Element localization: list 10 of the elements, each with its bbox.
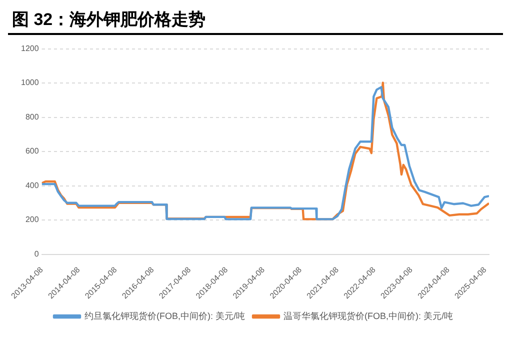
y-tick-label: 1000 xyxy=(21,78,40,88)
y-tick-label: 200 xyxy=(25,215,40,224)
legend-label: 约旦氯化钾现货价(FOB,中间价): 美元/吨 xyxy=(84,310,246,321)
y-tick-label: 800 xyxy=(25,112,40,122)
y-tick-label: 1200 xyxy=(21,44,40,54)
legend-label: 温哥华氯化钾现货价(FOB,中间价): 美元/吨 xyxy=(284,310,453,321)
chart-title: 图 32：海外钾肥价格走势 xyxy=(8,8,503,35)
y-tick-label: 0 xyxy=(34,249,40,258)
y-tick-label: 400 xyxy=(25,180,40,190)
y-tick-label: 600 xyxy=(25,146,40,156)
